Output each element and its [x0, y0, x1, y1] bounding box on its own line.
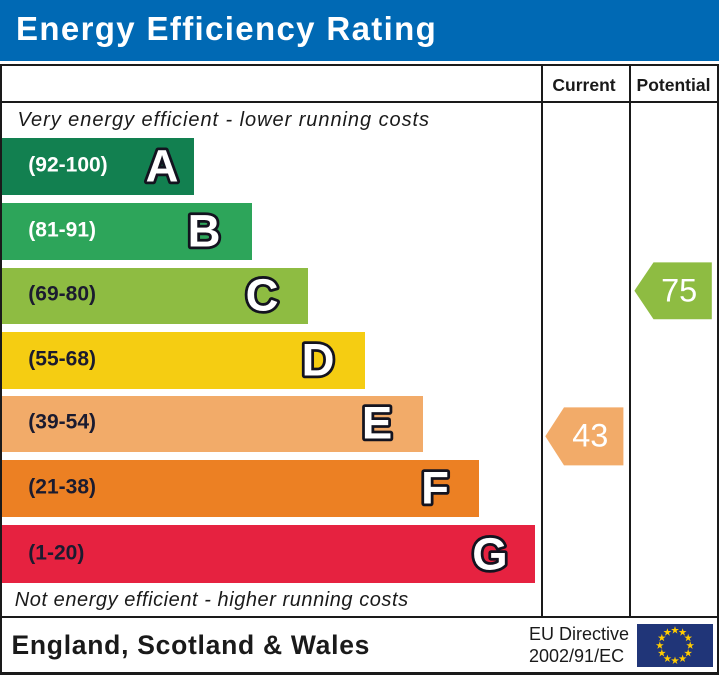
svg-text:43: 43	[572, 417, 608, 453]
svg-text:A: A	[146, 141, 179, 192]
svg-text:D: D	[302, 334, 335, 385]
svg-text:75: 75	[661, 272, 697, 308]
svg-text:C: C	[246, 270, 279, 321]
svg-text:F: F	[421, 463, 449, 514]
svg-text:B: B	[187, 206, 220, 257]
svg-text:E: E	[362, 398, 392, 449]
svg-text:G: G	[472, 528, 507, 579]
